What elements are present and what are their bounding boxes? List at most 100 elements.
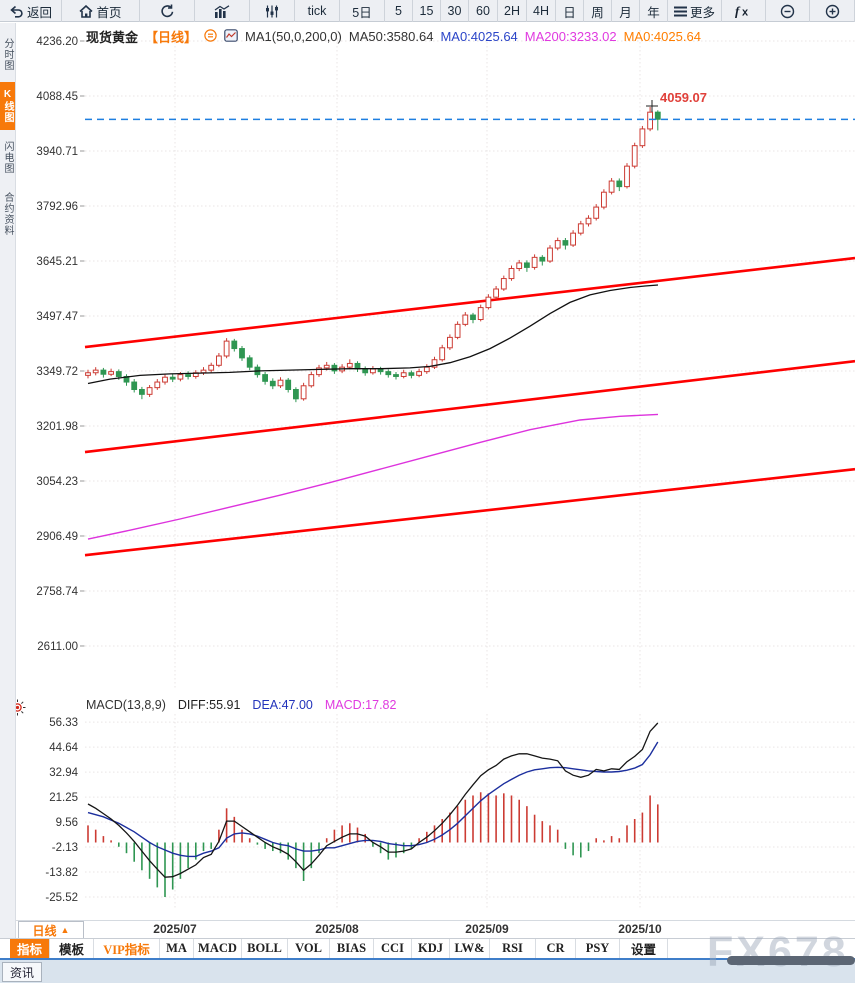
- interval-year-button[interactable]: 年: [640, 0, 668, 22]
- x-axis-label: 2025/07: [153, 922, 197, 936]
- tab-indicator[interactable]: 指标: [10, 939, 50, 958]
- interval-day-button[interactable]: 日: [556, 0, 584, 22]
- macd-tick-label: 9.56: [56, 817, 78, 829]
- home-button[interactable]: 首页: [62, 0, 140, 22]
- tab-cci[interactable]: CCI: [374, 939, 412, 958]
- tab-vol[interactable]: VOL: [288, 939, 330, 958]
- zoom-in-button[interactable]: [810, 0, 855, 22]
- toolbar: 返回 首页 tick 5日 5 15 30 60 2H 4H 日周月年 更多 f x: [0, 0, 855, 22]
- indicator-overlay-icon[interactable]: [224, 28, 238, 45]
- zoom-out-icon: [780, 4, 795, 19]
- interval-month-button[interactable]: 月: [612, 0, 640, 22]
- price-tick-label: 4236.20: [36, 36, 78, 48]
- tab-template[interactable]: 模板: [50, 939, 94, 958]
- interval-5m-button[interactable]: 5: [385, 0, 413, 22]
- chevron-up-icon: ▲: [60, 925, 70, 935]
- menu-icon: [673, 6, 687, 17]
- bar-chart-icon: [214, 4, 230, 18]
- side-tab-lightning[interactable]: 闪电图: [2, 141, 13, 174]
- gridlines: [85, 30, 855, 908]
- ma-settings-label: MA1(50,0,200,0): [245, 29, 342, 44]
- price-tick-label: 3349.72: [36, 366, 78, 378]
- tab-cr[interactable]: CR: [536, 939, 576, 958]
- macd-tick-label: 56.33: [49, 717, 78, 729]
- x-axis-row: 日线 ▲ 2025/07 2025/08 2025/09 2025/10: [16, 920, 855, 939]
- refresh-icon: [160, 4, 175, 18]
- ma200-value: MA200:3233.02: [524, 29, 617, 44]
- tab-kdj[interactable]: KDJ: [412, 939, 450, 958]
- price-tick-label: 3497.47: [36, 311, 78, 323]
- timeframe-menu-icon[interactable]: [204, 28, 217, 45]
- macd-diff-value: DIFF:55.91: [177, 698, 241, 712]
- toolbar-label: 日: [563, 5, 576, 20]
- indicator-tab-bar: 指标 模板 VIP指标 MA MACD BOLL VOL BIAS CCI KDJ LW& RSI CR…: [0, 938, 855, 958]
- svg-text:x: x: [742, 7, 749, 19]
- macd-diff-line: [87, 722, 659, 878]
- interval-15m-button[interactable]: 15: [413, 0, 441, 22]
- interval-4h-button[interactable]: 4H: [527, 0, 556, 22]
- toolbar-label: 返回: [26, 5, 52, 20]
- tab-macd[interactable]: MACD: [194, 939, 242, 958]
- toolbar-label: 30: [447, 4, 462, 18]
- toolbar-label: 5日: [352, 5, 372, 20]
- tab-ma[interactable]: MA: [160, 939, 194, 958]
- zoom-in-icon: [825, 4, 840, 19]
- horizontal-scrollbar-thumb[interactable]: [727, 956, 855, 965]
- macd-tick-label: -2.13: [52, 842, 78, 854]
- chart-type-bars-button[interactable]: [195, 0, 250, 22]
- refresh-button[interactable]: [140, 0, 195, 22]
- interval-5d-button[interactable]: 5日: [340, 0, 385, 22]
- interval-2h-button[interactable]: 2H: [498, 0, 527, 22]
- high-marker: 4059.07: [646, 90, 707, 112]
- toolbar-label: 5: [395, 4, 402, 18]
- tab-psy[interactable]: PSY: [576, 939, 620, 958]
- toolbar-label: 更多: [689, 5, 715, 20]
- macd-tick-label: -25.52: [45, 892, 78, 904]
- side-tab-contract-info[interactable]: 合约资料: [2, 192, 13, 236]
- price-tick-label: 3940.71: [36, 146, 78, 158]
- tab-vip-indicator[interactable]: VIP指标: [94, 939, 160, 958]
- period-selector[interactable]: 日线 ▲: [18, 921, 84, 939]
- news-tab[interactable]: 资讯: [2, 962, 42, 982]
- x-axis-label: 2025/08: [315, 922, 359, 936]
- toolbar-label: 首页: [96, 5, 122, 20]
- ma0-value-orange: MA0:4025.64: [623, 29, 701, 44]
- timeframe-label: 【日线】: [145, 30, 198, 45]
- price-tick-label: 3792.96: [36, 201, 78, 213]
- interval-60m-button[interactable]: 60: [469, 0, 498, 22]
- x-axis-label: 2025/09: [465, 922, 509, 936]
- tab-rsi[interactable]: RSI: [490, 939, 536, 958]
- tab-settings[interactable]: 设置: [620, 939, 668, 958]
- tab-boll[interactable]: BOLL: [242, 939, 288, 958]
- tab-lwr[interactable]: LW&: [450, 939, 490, 958]
- y-axis-ticks: 4236.20 4088.45 3940.71 3792.96 3645.21 3497.…: [36, 36, 85, 904]
- macd-tick-label: 32.94: [49, 767, 78, 779]
- macd-dea-line: [87, 741, 659, 858]
- toolbar-label: 2H: [504, 4, 520, 18]
- macd-dea-value: DEA:47.00: [252, 698, 313, 712]
- zoom-out-button[interactable]: [766, 0, 810, 22]
- macd-header: MACD(13,8,9) DIFF:55.91 DEA:47.00 MACD:1…: [86, 698, 396, 712]
- toolbar-label: 周: [591, 5, 604, 20]
- macd-tick-label: 21.25: [49, 792, 78, 804]
- back-button[interactable]: 返回: [0, 0, 62, 22]
- macd-tick-label: -13.82: [45, 867, 78, 879]
- macd-hist-value: MACD:17.82: [324, 698, 397, 712]
- side-tab-kline[interactable]: K线图: [0, 82, 15, 130]
- ma200-line: [87, 413, 659, 540]
- chart-header: 现货黄金 【日线】 MA1(50,0,200,0) MA50:3580.64 M…: [86, 27, 701, 46]
- price-tick-label: 2611.00: [37, 641, 78, 653]
- macd-histogram: [87, 792, 659, 898]
- side-tab-timeline[interactable]: 分时图: [2, 38, 13, 71]
- ma50-line: [87, 284, 659, 385]
- period-label: 日线: [32, 923, 57, 938]
- more-button[interactable]: 更多: [668, 0, 722, 22]
- tab-bias[interactable]: BIAS: [330, 939, 374, 958]
- interval-30m-button[interactable]: 30: [441, 0, 469, 22]
- chart-type-kline-button[interactable]: [250, 0, 295, 22]
- interval-week-button[interactable]: 周: [584, 0, 612, 22]
- symbol-name: 现货黄金: [86, 30, 139, 45]
- interval-tick-button[interactable]: tick: [295, 0, 340, 22]
